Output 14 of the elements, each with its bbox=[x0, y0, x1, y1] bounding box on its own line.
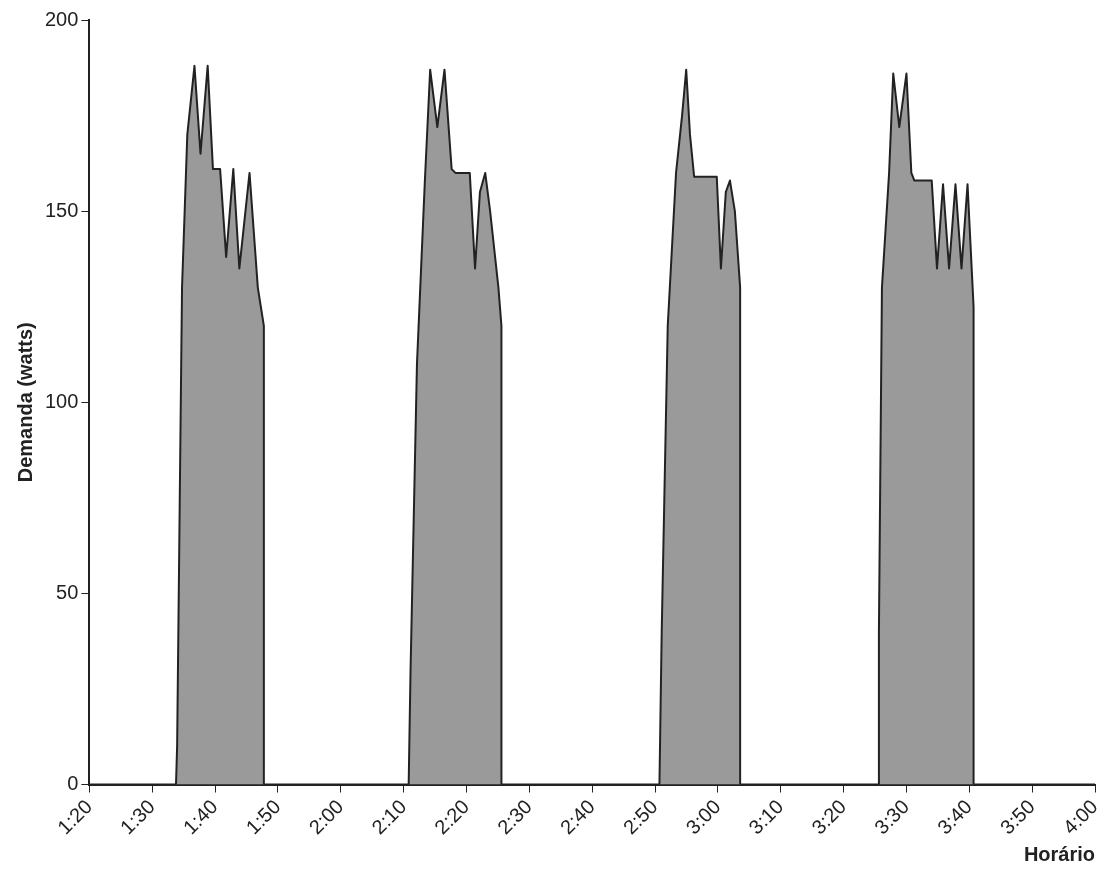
y-tick-label: 50 bbox=[56, 580, 79, 603]
x-tick-label: 3:40 bbox=[932, 795, 977, 839]
x-tick-label: 3:30 bbox=[870, 795, 914, 839]
x-tick-label: 3:00 bbox=[681, 795, 725, 839]
y-tick-label: 100 bbox=[44, 389, 79, 412]
y-tick-label: 0 bbox=[67, 772, 79, 795]
y-tick-label: 200 bbox=[44, 7, 79, 30]
x-tick-label: 4:00 bbox=[1058, 795, 1102, 839]
x-tick-label: 3:20 bbox=[807, 795, 851, 839]
y-axis-title: Demanda (watts) bbox=[13, 322, 36, 483]
x-tick-label: 3:10 bbox=[744, 795, 788, 839]
x-axis-title: Horário bbox=[1023, 842, 1095, 865]
x-tick-label: 3:50 bbox=[995, 795, 1039, 839]
y-tick-label: 150 bbox=[44, 198, 79, 221]
